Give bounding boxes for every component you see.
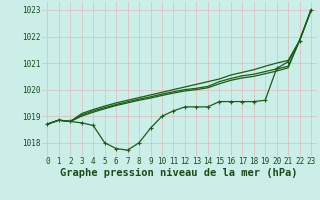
X-axis label: Graphe pression niveau de la mer (hPa): Graphe pression niveau de la mer (hPa) [60,168,298,178]
